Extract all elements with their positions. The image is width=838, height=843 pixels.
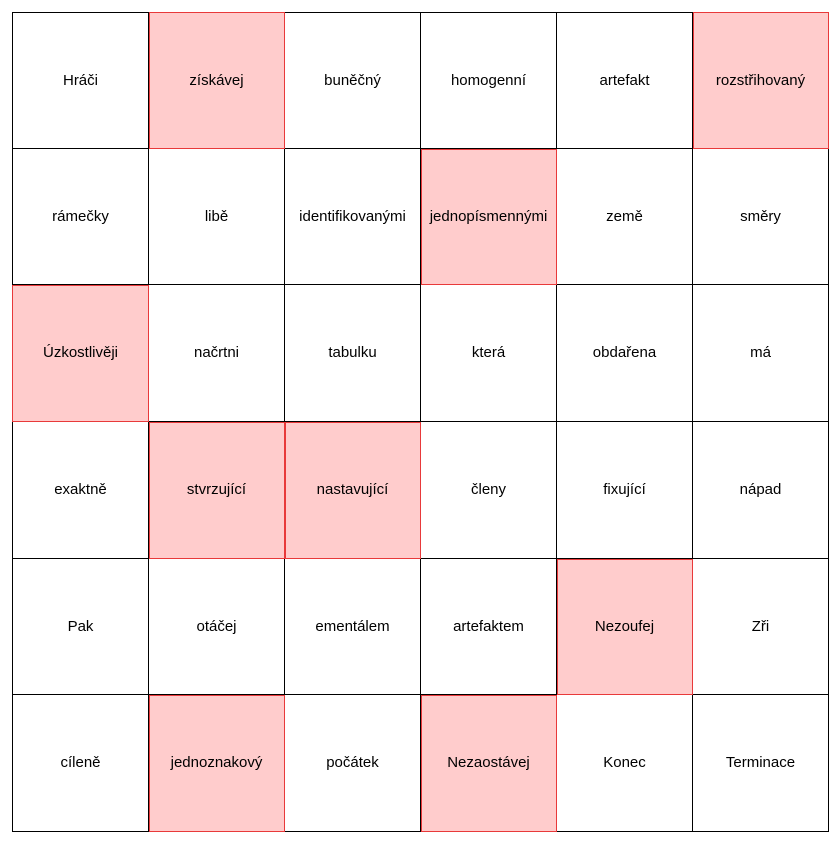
grid-cell-r3-c2[interactable]: načrtni xyxy=(149,285,285,422)
cell-word: stvrzující xyxy=(186,481,247,498)
cell-word: fixující xyxy=(603,481,646,498)
grid-cell-r4-c6[interactable]: nápad xyxy=(693,422,829,559)
cell-word: ementálem xyxy=(315,617,390,635)
grid-cell-r6-c1[interactable]: cíleně xyxy=(12,695,149,832)
grid-cell-r4-c5[interactable]: fixující xyxy=(557,422,693,559)
cell-word: artefakt xyxy=(599,71,650,89)
grid-cell-r6-c5[interactable]: Konec xyxy=(557,695,693,832)
grid-cell-r2-c5[interactable]: země xyxy=(557,149,693,285)
cell-word: homogenní xyxy=(450,71,527,89)
cell-word: má xyxy=(750,344,771,361)
grid-cell-r5-c5[interactable]: Nezoufej xyxy=(557,559,693,695)
cell-word: buněčný xyxy=(324,71,381,89)
cell-word: obdařena xyxy=(592,344,657,361)
grid-cell-r5-c3[interactable]: ementálem xyxy=(285,559,421,695)
grid-cell-r6-c4[interactable]: Nezaostávej xyxy=(421,695,557,832)
grid-cell-r4-c4[interactable]: členy xyxy=(421,422,557,559)
cell-word: Nezaostávej xyxy=(447,754,530,771)
grid-cell-r4-c2[interactable]: stvrzující xyxy=(149,422,285,559)
grid-cell-r6-c6[interactable]: Terminace xyxy=(693,695,829,832)
grid-cell-r1-c4[interactable]: homogenní xyxy=(421,12,557,149)
cell-word: nastavující xyxy=(316,481,389,498)
grid-cell-r3-c5[interactable]: obdařena xyxy=(557,285,693,422)
grid-cell-r2-c1[interactable]: rámečky xyxy=(12,149,149,285)
cell-word: načrtni xyxy=(193,344,240,361)
grid-cell-r1-c2[interactable]: získávej xyxy=(149,12,285,149)
grid-cell-r1-c6[interactable]: rozstřihovaný xyxy=(693,12,829,149)
cell-word: jednoznakový xyxy=(170,754,263,771)
grid-cell-r4-c3[interactable]: nastavující xyxy=(285,422,421,559)
cell-word: Úzkostlivěji xyxy=(42,344,118,361)
cell-word: Hráči xyxy=(62,71,98,89)
grid-cell-r3-c6[interactable]: má xyxy=(693,285,829,422)
cell-word: libě xyxy=(204,207,229,225)
grid-cell-r3-c1[interactable]: Úzkostlivěji xyxy=(12,285,149,422)
grid-cell-r3-c3[interactable]: tabulku xyxy=(285,285,421,422)
cell-word: cíleně xyxy=(60,754,101,771)
cell-word: rozstřihovaný xyxy=(715,71,806,89)
grid-cell-r2-c3[interactable]: identifikovanými xyxy=(285,149,421,285)
grid-cell-r6-c2[interactable]: jednoznakový xyxy=(149,695,285,832)
cell-word: která xyxy=(471,344,506,361)
cell-word: země xyxy=(606,207,643,225)
cell-word: artefaktem xyxy=(453,617,524,635)
grid-cell-r2-c2[interactable]: libě xyxy=(149,149,285,285)
cell-word: rámečky xyxy=(52,207,109,225)
cell-word: nápad xyxy=(739,481,782,498)
word-grid-board: Hráči získávej buněčný homogenní artefakt roz… xyxy=(12,12,829,832)
cell-word: Zři xyxy=(751,617,770,635)
cell-word: identifikovanými xyxy=(299,207,406,225)
grid-cell-r3-c4[interactable]: která xyxy=(421,285,557,422)
grid-cell-r4-c1[interactable]: exaktně xyxy=(12,422,149,559)
cell-word: jednopísmennými xyxy=(429,207,548,225)
grid-cell-r1-c1[interactable]: Hráči xyxy=(12,12,149,149)
grid-cell-r5-c6[interactable]: Zři xyxy=(693,559,829,695)
grid-cell-r5-c4[interactable]: artefaktem xyxy=(421,559,557,695)
cell-word: Konec xyxy=(603,754,646,771)
grid-cell-r2-c4[interactable]: jednopísmennými xyxy=(421,149,557,285)
cell-word: exaktně xyxy=(54,481,107,498)
cell-word: tabulku xyxy=(328,344,377,361)
grid-cell-r5-c1[interactable]: Pak xyxy=(12,559,149,695)
grid-cell-r1-c3[interactable]: buněčný xyxy=(285,12,421,149)
cell-word: Terminace xyxy=(725,754,796,771)
grid-cell-r2-c6[interactable]: směry xyxy=(693,149,829,285)
grid-cell-r6-c3[interactable]: počátek xyxy=(285,695,421,832)
cell-word: získávej xyxy=(189,71,244,89)
cell-word: Pak xyxy=(67,617,94,635)
grid-cell-r1-c5[interactable]: artefakt xyxy=(557,12,693,149)
cell-word: směry xyxy=(740,207,781,225)
cell-word: Nezoufej xyxy=(594,617,655,635)
cell-word: otáčej xyxy=(196,617,237,635)
cell-word: členy xyxy=(470,481,507,498)
grid-cell-r5-c2[interactable]: otáčej xyxy=(149,559,285,695)
cell-word: počátek xyxy=(326,754,379,771)
